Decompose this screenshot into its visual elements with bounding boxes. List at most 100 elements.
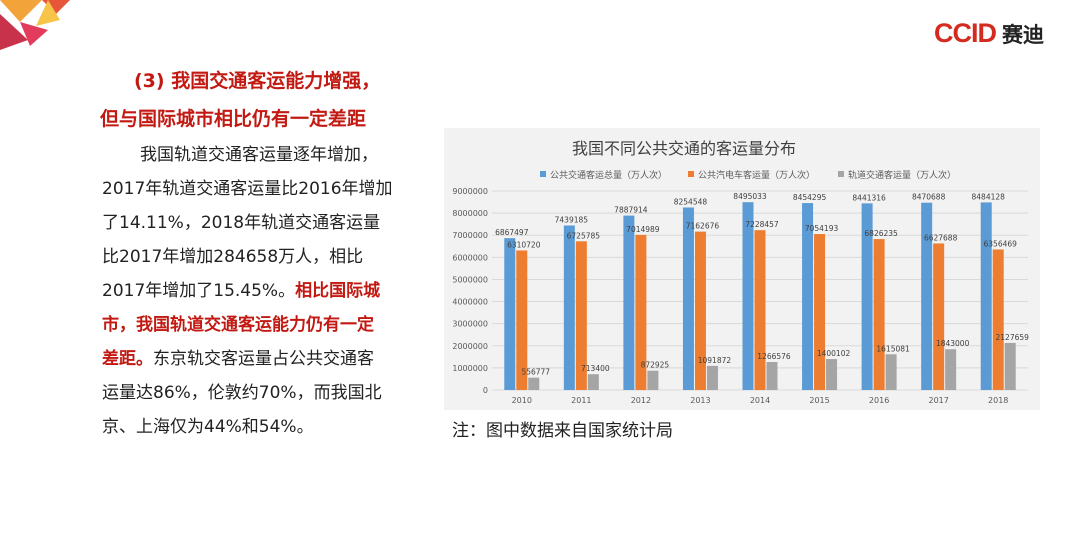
data-label: 8470688 — [912, 193, 946, 202]
bar — [647, 370, 659, 390]
legend-swatch — [688, 171, 694, 177]
y-tick-label: 3000000 — [452, 320, 488, 329]
x-tick-label: 2011 — [571, 396, 591, 405]
data-label: 8454295 — [793, 193, 827, 202]
source-note: 注：图中数据来自国家统计局 — [452, 421, 673, 441]
y-tick-label: 7000000 — [452, 231, 488, 240]
bar — [706, 365, 718, 390]
data-label: 1843000 — [936, 339, 970, 348]
y-tick-label: 8000000 — [452, 209, 488, 218]
bar — [587, 374, 599, 390]
body-text-emphasis: 差距。 — [102, 349, 153, 369]
section-heading: (3) 我国交通客运能力增强， 但与国际城市相比仍有一定差距 — [100, 62, 430, 138]
data-label: 8484128 — [972, 192, 1006, 201]
bar — [635, 234, 647, 390]
body-line: 2017年轨道交通客运量比2016年增加 — [102, 179, 393, 199]
bar — [754, 230, 766, 390]
bar — [575, 241, 587, 390]
bar — [814, 234, 826, 390]
bar — [742, 202, 754, 390]
data-label: 7162676 — [686, 222, 720, 231]
x-tick-label: 2014 — [750, 396, 770, 405]
bar — [945, 349, 957, 390]
body-line: 了14.11%，2018年轨道交通客运量 — [102, 213, 381, 233]
chart-title: 我国不同公共交通的客运量分布 — [572, 139, 796, 158]
legend-label: 公共交通客运总量（万人次） — [550, 169, 667, 181]
data-label: 6356469 — [984, 239, 1018, 248]
data-label: 7439185 — [555, 216, 589, 225]
data-label: 7014989 — [626, 225, 660, 234]
body-text-emphasis: 相比国际城 — [295, 281, 381, 301]
bar — [504, 238, 516, 390]
y-tick-label: 5000000 — [452, 275, 488, 284]
x-tick-label: 2012 — [631, 396, 651, 405]
bar — [885, 354, 897, 390]
data-label: 1266576 — [757, 352, 791, 361]
x-tick-label: 2013 — [690, 396, 710, 405]
bar — [980, 202, 992, 390]
legend-swatch — [838, 171, 844, 177]
data-label: 556777 — [521, 368, 550, 377]
data-label: 7054193 — [805, 224, 839, 233]
y-tick-label: 2000000 — [452, 342, 488, 351]
logo-brand: CCID — [934, 18, 997, 48]
data-label: 1400102 — [817, 349, 851, 358]
bar — [766, 361, 778, 390]
bar — [682, 207, 694, 390]
bar — [563, 225, 575, 390]
data-label: 8495033 — [733, 192, 767, 201]
bar — [623, 215, 635, 390]
body-paragraph: 我国轨道交通客运量逐年增加， 2017年轨道交通客运量比2016年增加 了14.… — [102, 138, 424, 444]
y-tick-label: 6000000 — [452, 253, 488, 262]
data-label: 713400 — [581, 364, 610, 373]
body-line: 运量达86%，伦敦约70%，而我国北 — [102, 383, 382, 403]
bar — [694, 231, 706, 390]
data-label: 2127659 — [996, 333, 1030, 342]
data-label: 8254548 — [674, 197, 708, 206]
y-tick-label: 1000000 — [452, 364, 488, 373]
bar — [826, 359, 838, 390]
bar — [861, 203, 873, 390]
bar — [921, 202, 933, 390]
data-label: 1091872 — [698, 356, 732, 365]
body-line: 2017年增加了15.45%。相比国际城 — [102, 274, 424, 308]
data-label: 6867497 — [495, 228, 529, 237]
x-tick-label: 2017 — [928, 396, 948, 405]
data-label: 6627688 — [924, 233, 958, 242]
heading-line-1: (3) 我国交通客运能力增强， — [134, 70, 381, 92]
heading-line-2: 但与国际城市相比仍有一定差距 — [100, 108, 367, 130]
data-label: 1615081 — [876, 344, 910, 353]
y-tick-label: 9000000 — [452, 187, 488, 196]
bar — [873, 239, 885, 390]
bar — [516, 250, 528, 390]
chart-panel: 我国不同公共交通的客运量分布公共交通客运总量（万人次） 公共汽电车客运量（万人次）… — [444, 128, 1040, 410]
data-label: 872925 — [641, 361, 670, 370]
body-line: 我国轨道交通客运量逐年增加， — [140, 145, 378, 165]
ccid-logo: CCID 赛迪 — [934, 18, 1044, 49]
y-tick-label: 0 — [483, 386, 488, 395]
body-line: 京、上海仅为44%和54%。 — [102, 417, 314, 437]
bar — [992, 249, 1004, 390]
x-tick-label: 2018 — [988, 396, 1008, 405]
bar — [528, 377, 540, 390]
y-tick-label: 4000000 — [452, 298, 488, 307]
x-tick-label: 2016 — [869, 396, 889, 405]
data-label: 7887914 — [614, 206, 648, 215]
legend-label: 公共汽电车客运量（万人次） — [698, 169, 815, 181]
x-tick-label: 2015 — [809, 396, 829, 405]
body-text-normal: 东京轨交客运量占公共交通客 — [153, 349, 374, 369]
x-tick-label: 2010 — [512, 396, 532, 405]
legend-swatch — [540, 171, 546, 177]
body-line: 比2017年增加284658万人，相比 — [102, 247, 364, 267]
bar — [933, 243, 945, 390]
data-label: 6826235 — [864, 229, 898, 238]
body-text-normal: 2017年增加了15.45%。 — [102, 281, 296, 301]
bar — [1004, 342, 1016, 390]
data-label: 7228457 — [745, 220, 779, 229]
logo-name: 赛迪 — [1002, 22, 1044, 47]
data-label: 6310720 — [507, 240, 541, 249]
data-label: 8441316 — [852, 193, 886, 202]
legend-label: 轨道交通客运量（万人次） — [848, 169, 956, 181]
body-line: 差距。东京轨交客运量占公共交通客 — [102, 342, 424, 376]
